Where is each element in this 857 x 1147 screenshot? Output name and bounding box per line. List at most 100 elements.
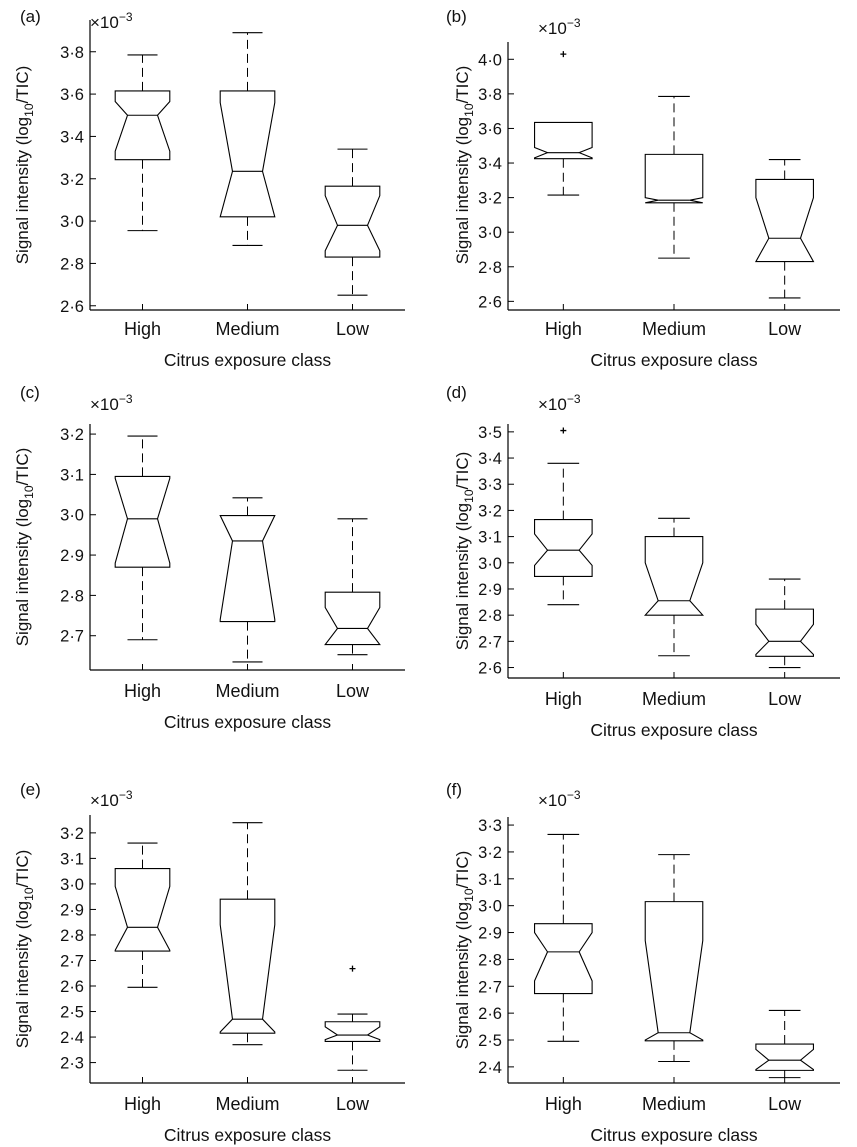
x-tick-label: Low [336,1094,370,1114]
box-low [755,1009,814,1079]
panel-label: (f) [446,780,462,799]
box-outline [534,519,593,577]
box-outline [219,514,276,623]
box-outline [114,868,171,952]
y-tick-label: 2·6 [60,978,84,996]
box-outline [114,90,171,161]
y-tick-label: 2·9 [478,581,502,599]
panel-label: (e) [20,780,41,799]
y-tick-label: 4·0 [478,51,502,69]
box-low [755,578,814,669]
box-high [114,842,171,988]
y-tick-label: 3·1 [60,466,84,484]
y-tick-label: 2·6 [478,293,502,311]
box-high [114,435,171,641]
panel-a: (a) ×10−3 2·6 2·8 3·0 3·2 3·4 3·6 3·8 High Medium L… [13,7,405,370]
x-tick-label: High [545,319,582,339]
y-tick-label: 2·6 [60,298,84,316]
box-high [534,427,593,606]
panel-label: (b) [446,7,467,26]
y-tick-label: 3·0 [60,507,84,525]
axis-exponent-label: ×10−3 [538,392,581,414]
box-low [324,148,381,296]
y-tick-label: 2·9 [60,547,84,565]
y-tick-label: 3·2 [60,426,84,444]
axis-exponent-label: ×10−3 [538,788,581,810]
panel-label: (d) [446,383,467,402]
box-medium [219,822,276,1046]
box-high [534,833,593,1042]
x-tick-label: High [124,681,161,701]
x-tick-label: Medium [215,681,279,701]
box-medium [644,854,704,1063]
x-tick-label: Medium [642,1094,706,1114]
y-tick-label: 2·4 [60,1029,84,1047]
y-tick-label: 3·3 [478,817,502,835]
panel-e: (e) ×10−3 2·3 2·4 2·5 2·6 2·7 2·8 2·9 3·0 3·1 3·2 Hi… [13,780,405,1145]
box-outline [755,608,814,657]
x-tick-label: High [545,689,582,709]
y-tick-label: 3·1 [478,871,502,889]
outlier-marker [560,51,567,58]
x-tick-label: Low [768,319,802,339]
y-tick-label: 3·0 [60,876,84,894]
x-axis-title: Citrus exposure class [164,1125,332,1145]
panel-b: (b) ×10−3 2·6 2·8 3·0 3·2 3·4 3·6 3·8 4·0 High Medi… [446,7,840,370]
y-tick-label: 3·4 [60,128,84,146]
box-outline [534,923,593,995]
box-outline [644,901,704,1042]
y-axis-title: Signal intensity (log10/TIC) [453,66,476,265]
box-medium [219,32,276,246]
x-tick-label: Low [768,1094,802,1114]
y-tick-label: 2·8 [60,587,84,605]
y-tick-label: 3·5 [478,424,502,442]
panel-label: (c) [20,383,40,402]
box-outline [755,1043,814,1071]
box-outline [219,898,276,1034]
outlier-marker [560,427,567,434]
y-tick-label: 2·8 [60,927,84,945]
axis-exponent-label: ×10−3 [90,788,133,810]
box-outline [754,178,815,263]
y-tick-label: 3·2 [478,502,502,520]
box-outline [324,591,381,646]
box-outline [324,1021,381,1042]
y-tick-label: 2·7 [478,633,502,651]
x-axis-title: Citrus exposure class [590,1125,758,1145]
box-high [114,54,171,232]
y-tick-label: 3·2 [478,190,502,208]
y-tick-label: 2·8 [478,259,502,277]
x-axis-title: Citrus exposure class [164,350,332,370]
y-tick-label: 2·9 [60,901,84,919]
y-tick-label: 3·2 [60,825,84,843]
axis-exponent-label: ×10−3 [90,10,133,32]
y-tick-label: 3·4 [478,450,502,468]
box-low [754,159,815,299]
y-axis-title: Signal intensity (log10/TIC) [13,66,36,265]
x-axis-title: Citrus exposure class [164,712,332,732]
y-tick-label: 2·8 [478,607,502,625]
y-tick-label: 2·7 [60,952,84,970]
panel-f: (f) ×10−3 2·4 2·5 2·6 2·7 2·8 2·9 3·0 3·1 3·2 3·3 Hi… [446,780,840,1145]
box-medium [643,517,705,657]
x-axis-title: Citrus exposure class [590,350,758,370]
x-tick-label: Medium [215,1094,279,1114]
box-outline [644,153,704,204]
y-tick-label: 2·8 [478,951,502,969]
y-tick-label: 3·0 [478,224,502,242]
x-tick-label: High [124,1094,161,1114]
y-tick-label: 2·6 [478,660,502,678]
box-medium [644,95,704,259]
x-tick-label: Low [336,319,370,339]
y-tick-label: 2·7 [60,628,84,646]
y-axis-title: Signal intensity (log10/TIC) [453,851,476,1050]
y-tick-label: 3·6 [478,120,502,138]
y-tick-label: 3·0 [478,555,502,573]
box-outline [324,185,381,258]
y-tick-label: 3·1 [60,850,84,868]
y-tick-label: 3·8 [478,86,502,104]
y-tick-label: 2·4 [478,1059,502,1077]
y-tick-label: 2·9 [478,925,502,943]
y-tick-label: 3·0 [478,898,502,916]
